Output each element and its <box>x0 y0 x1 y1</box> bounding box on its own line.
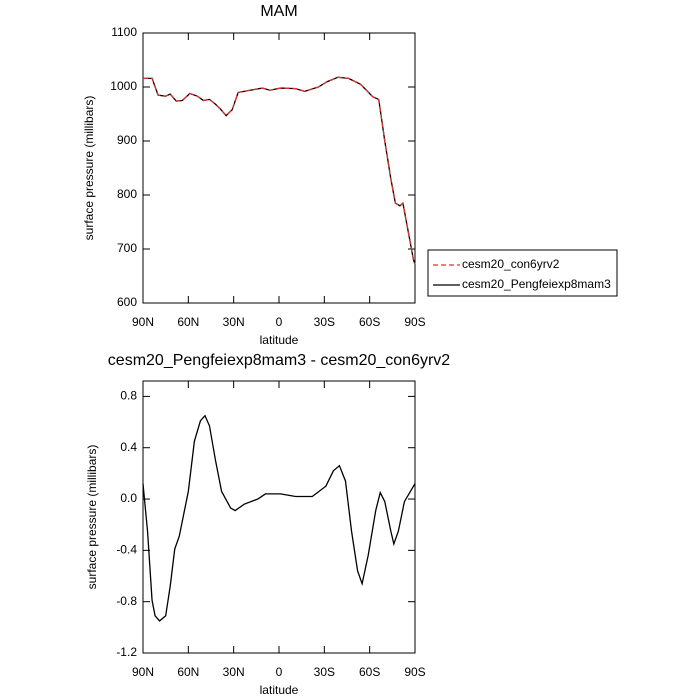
data-line <box>142 414 416 622</box>
x-tick-label: 90S <box>404 665 425 679</box>
legend-label: cesm20_Pengfeiexp8mam3 <box>462 277 611 291</box>
chart-title: MAM <box>260 3 297 20</box>
y-tick-label: 600 <box>117 295 137 309</box>
x-tick-label: 60N <box>177 665 199 679</box>
y-tick-label: 0.0 <box>120 491 137 505</box>
y-tick-label: 0.4 <box>120 440 137 454</box>
x-tick-label: 30N <box>223 315 245 329</box>
x-tick-label: 0 <box>276 665 283 679</box>
legend-label: cesm20_con6yrv2 <box>462 257 560 271</box>
data-line <box>143 76 416 265</box>
x-tick-label: 30S <box>314 665 335 679</box>
x-tick-label: 60S <box>359 665 380 679</box>
x-tick-label: 0 <box>276 315 283 329</box>
x-tick-label: 60S <box>359 315 380 329</box>
legend-box <box>427 249 618 297</box>
x-axis-label: latitude <box>260 683 299 697</box>
y-tick-label: 1000 <box>110 79 137 93</box>
x-tick-label: 90N <box>132 315 154 329</box>
x-tick-label: 30N <box>223 665 245 679</box>
plot-frame <box>142 32 416 304</box>
y-tick-label: -0.8 <box>116 594 137 608</box>
data-line <box>143 76 416 265</box>
y-tick-label: 1100 <box>111 25 137 39</box>
y-axis-label: surface pressure (millibars) <box>85 445 99 590</box>
y-tick-label: 700 <box>117 241 137 255</box>
chart-title: cesm20_Pengfeiexp8mam3 - cesm20_con6yrv2 <box>108 352 451 369</box>
y-tick-label: -1.2 <box>116 645 137 659</box>
x-tick-label: 60N <box>177 315 199 329</box>
x-tick-label: 30S <box>314 315 335 329</box>
y-tick-label: 0.8 <box>120 389 137 403</box>
x-tick-label: 90N <box>132 665 154 679</box>
x-tick-label: 90S <box>404 315 425 329</box>
y-tick-label: -0.4 <box>116 543 137 557</box>
y-tick-label: 800 <box>117 187 137 201</box>
y-axis-label: surface pressure (millibars) <box>82 96 96 241</box>
y-tick-label: 900 <box>117 133 137 147</box>
x-axis-label: latitude <box>260 333 299 347</box>
